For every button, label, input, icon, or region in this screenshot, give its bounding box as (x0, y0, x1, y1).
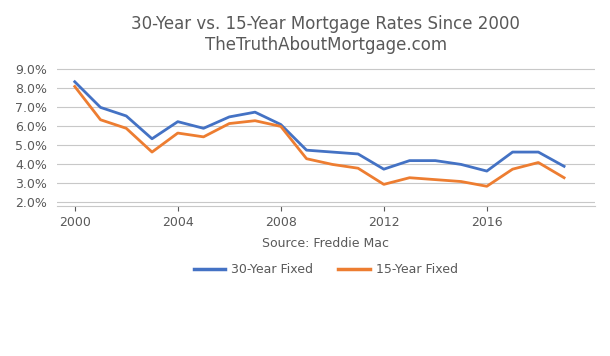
30-Year Fixed (406, 158, 413, 163)
15-Year Fixed (561, 176, 568, 180)
15-Year Fixed (354, 166, 362, 171)
30-Year Fixed (432, 158, 439, 163)
Title: 30-Year vs. 15-Year Mortgage Rates Since 2000
TheTruthAboutMortgage.com: 30-Year vs. 15-Year Mortgage Rates Since… (131, 15, 520, 54)
15-Year Fixed (483, 184, 490, 188)
30-Year Fixed (303, 148, 310, 152)
30-Year Fixed (123, 114, 130, 118)
30-Year Fixed (561, 164, 568, 168)
15-Year Fixed (97, 117, 104, 122)
15-Year Fixed (432, 178, 439, 182)
30-Year Fixed (148, 137, 156, 141)
15-Year Fixed (251, 119, 259, 123)
15-Year Fixed (329, 162, 336, 167)
15-Year Fixed (380, 182, 387, 187)
30-Year Fixed (380, 167, 387, 171)
30-Year Fixed (71, 80, 79, 84)
30-Year Fixed (200, 126, 207, 130)
15-Year Fixed (71, 84, 79, 89)
15-Year Fixed (303, 157, 310, 161)
X-axis label: Source: Freddie Mac: Source: Freddie Mac (262, 237, 389, 250)
15-Year Fixed (123, 126, 130, 130)
15-Year Fixed (174, 131, 181, 135)
Line: 30-Year Fixed: 30-Year Fixed (75, 82, 564, 171)
30-Year Fixed (329, 150, 336, 154)
15-Year Fixed (458, 179, 465, 184)
15-Year Fixed (200, 135, 207, 139)
Legend: 30-Year Fixed, 15-Year Fixed: 30-Year Fixed, 15-Year Fixed (189, 258, 463, 281)
15-Year Fixed (226, 121, 233, 126)
30-Year Fixed (226, 115, 233, 119)
30-Year Fixed (509, 150, 516, 154)
30-Year Fixed (483, 169, 490, 173)
30-Year Fixed (458, 162, 465, 167)
30-Year Fixed (277, 122, 284, 127)
15-Year Fixed (509, 167, 516, 171)
15-Year Fixed (535, 161, 542, 165)
15-Year Fixed (148, 150, 156, 154)
15-Year Fixed (277, 124, 284, 129)
30-Year Fixed (251, 110, 259, 114)
30-Year Fixed (174, 120, 181, 124)
30-Year Fixed (97, 105, 104, 110)
30-Year Fixed (354, 152, 362, 156)
Line: 15-Year Fixed: 15-Year Fixed (75, 87, 564, 186)
30-Year Fixed (535, 150, 542, 154)
15-Year Fixed (406, 176, 413, 180)
